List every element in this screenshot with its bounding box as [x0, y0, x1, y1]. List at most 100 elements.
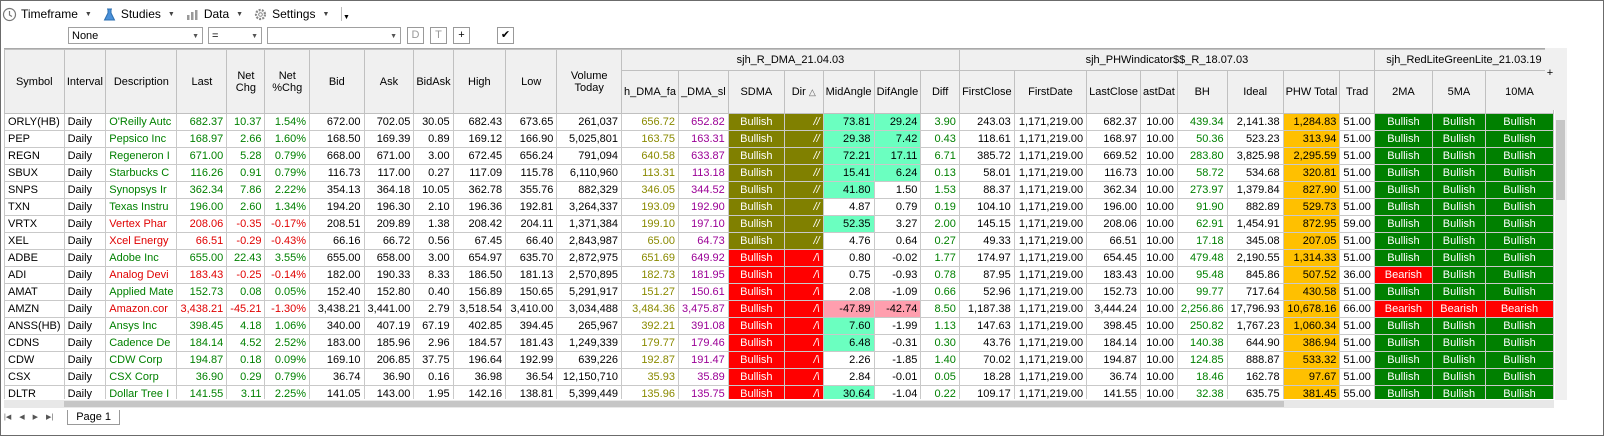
cell-m2[interactable]: Bullish: [1373, 232, 1433, 250]
cell-chg[interactable]: 5.28: [226, 147, 266, 165]
cell-lc[interactable]: 3,444.24: [1086, 300, 1142, 318]
cell-mid[interactable]: -47.89: [822, 300, 875, 318]
cell-ask[interactable]: 117.00: [363, 164, 415, 182]
cell-lc[interactable]: 654.45: [1086, 249, 1142, 267]
header-bid[interactable]: Bid: [309, 49, 365, 114]
header-description[interactable]: Description: [105, 49, 178, 114]
cell-diff[interactable]: 0.43: [920, 130, 960, 148]
cell-low[interactable]: 3,410.00: [505, 300, 558, 318]
cell-ld[interactable]: 10.00: [1140, 164, 1178, 182]
cell-low[interactable]: 192.99: [505, 351, 558, 369]
table-row[interactable]: ADI Daily Analog Devi 183.43 -0.25 -0.14% 182.…: [4, 266, 1554, 284]
cell-ba[interactable]: 10.05: [413, 181, 454, 199]
cell-last[interactable]: 36.90: [176, 368, 228, 386]
table-row[interactable]: CDW Daily CDW Corp 194.87 0.18 0.09% 169.10 206…: [4, 351, 1554, 369]
cell-phw[interactable]: 507.52: [1282, 266, 1341, 284]
cell-chg[interactable]: 0.18: [226, 351, 266, 369]
header-net-pct-chg[interactable]: Net %Chg: [264, 49, 311, 114]
cell-sdma[interactable]: Bullish: [727, 164, 785, 182]
cell-m10[interactable]: Bullish: [1484, 385, 1554, 399]
cell-sdma[interactable]: Bullish: [727, 130, 785, 148]
data-menu[interactable]: Data ▼: [185, 7, 243, 22]
cell-diff[interactable]: 0.19: [920, 198, 960, 216]
cell-last[interactable]: 184.14: [176, 334, 228, 352]
cell-trad[interactable]: 51.00: [1339, 181, 1375, 199]
cell-phw[interactable]: 386.94: [1282, 334, 1341, 352]
cell-fa[interactable]: 179.77: [620, 334, 679, 352]
cell-high[interactable]: 169.12: [452, 130, 507, 148]
cell-low[interactable]: 66.40: [505, 232, 558, 250]
cell-m5[interactable]: Bullish: [1431, 164, 1486, 182]
cell-ld[interactable]: 10.00: [1140, 198, 1178, 216]
header-dma-slow[interactable]: _DMA_sl: [677, 70, 729, 114]
cell-lc[interactable]: 141.55: [1086, 385, 1142, 399]
cell-ask[interactable]: 190.33: [363, 266, 415, 284]
table-row[interactable]: DLTR Daily Dollar Tree I 141.55 3.11 2.25% 141…: [4, 385, 1554, 399]
cell-last[interactable]: 671.00: [176, 147, 228, 165]
cell-last[interactable]: 183.43: [176, 266, 228, 284]
cell-vol[interactable]: 6,110,960: [556, 164, 622, 182]
cell-fc[interactable]: 49.33: [958, 232, 1015, 250]
cell-dir[interactable]: //: [783, 181, 824, 199]
cell-bh[interactable]: 479.48: [1176, 249, 1228, 267]
cell-mid[interactable]: 0.75: [822, 266, 875, 284]
cell-bh[interactable]: 99.77: [1176, 283, 1228, 301]
cell-dif[interactable]: -0.31: [873, 334, 922, 352]
cell-desc[interactable]: O'Reilly Autc: [105, 113, 178, 131]
cell-dir[interactable]: //: [783, 164, 824, 182]
cell-sl[interactable]: 64.73: [677, 232, 729, 250]
cell-sl[interactable]: 179.46: [677, 334, 729, 352]
cell-sdma[interactable]: Bullish: [727, 249, 785, 267]
cell-ask[interactable]: 185.96: [363, 334, 415, 352]
cell-bid[interactable]: 672.00: [309, 113, 365, 131]
cell-bh[interactable]: 95.48: [1176, 266, 1228, 284]
cell-m10[interactable]: Bullish: [1484, 130, 1554, 148]
cell-phw[interactable]: 1,284.83: [1282, 113, 1341, 131]
cell-sl[interactable]: 197.10: [677, 215, 729, 233]
filter-operator-select[interactable]: = ▼: [208, 27, 262, 44]
cell-lc[interactable]: 682.37: [1086, 113, 1142, 131]
filter-field-select[interactable]: None ▼: [68, 27, 203, 44]
cell-m2[interactable]: Bullish: [1373, 351, 1433, 369]
cell-bid[interactable]: 36.74: [309, 368, 365, 386]
cell-desc[interactable]: Amazon.cor: [105, 300, 178, 318]
cell-high[interactable]: 36.98: [452, 368, 507, 386]
cell-sdma[interactable]: Bullish: [727, 215, 785, 233]
cell-vol[interactable]: 3,264,337: [556, 198, 622, 216]
cell-m2[interactable]: Bullish: [1373, 385, 1433, 399]
cell-low[interactable]: 355.76: [505, 181, 558, 199]
cell-sl[interactable]: 163.31: [677, 130, 729, 148]
cell-chg[interactable]: -0.35: [226, 215, 266, 233]
cell-vol[interactable]: 5,025,801: [556, 130, 622, 148]
cell-bid[interactable]: 3,438.21: [309, 300, 365, 318]
cell-desc[interactable]: Texas Instru: [105, 198, 178, 216]
cell-lc[interactable]: 168.97: [1086, 130, 1142, 148]
cell-sl[interactable]: 649.92: [677, 249, 729, 267]
cell-lc[interactable]: 196.00: [1086, 198, 1142, 216]
next-page-icon[interactable]: ▶: [32, 414, 38, 421]
cell-fc[interactable]: 52.96: [958, 283, 1015, 301]
cell-dif[interactable]: 1.50: [873, 181, 922, 199]
horizontal-scroll-thumb[interactable]: [64, 401, 1284, 407]
cell-pct[interactable]: 3.55%: [264, 249, 311, 267]
cell-bid[interactable]: 152.40: [309, 283, 365, 301]
cell-ba[interactable]: 0.56: [413, 232, 454, 250]
cell-ba[interactable]: 3.00: [413, 249, 454, 267]
header-difangle[interactable]: DifAngle: [873, 70, 922, 114]
cell-mid[interactable]: 4.76: [822, 232, 875, 250]
cell-m2[interactable]: Bullish: [1373, 368, 1433, 386]
cell-fd[interactable]: 1,171,219.00: [1013, 368, 1088, 386]
cell-trad[interactable]: 59.00: [1339, 215, 1375, 233]
cell-high[interactable]: 186.50: [452, 266, 507, 284]
cell-sym[interactable]: XEL: [4, 232, 65, 250]
cell-m10[interactable]: Bullish: [1484, 232, 1554, 250]
cell-trad[interactable]: 51.00: [1339, 317, 1375, 335]
cell-desc[interactable]: CSX Corp: [105, 368, 178, 386]
cell-fa[interactable]: 182.73: [620, 266, 679, 284]
cell-m10[interactable]: Bullish: [1484, 147, 1554, 165]
cell-diff[interactable]: 1.77: [920, 249, 960, 267]
cell-mid[interactable]: 2.08: [822, 283, 875, 301]
cell-sdma[interactable]: Bullish: [727, 368, 785, 386]
cell-sym[interactable]: VRTX: [4, 215, 65, 233]
table-row[interactable]: CDNS Daily Cadence De 184.14 4.52 2.52% 183.00…: [4, 334, 1554, 352]
